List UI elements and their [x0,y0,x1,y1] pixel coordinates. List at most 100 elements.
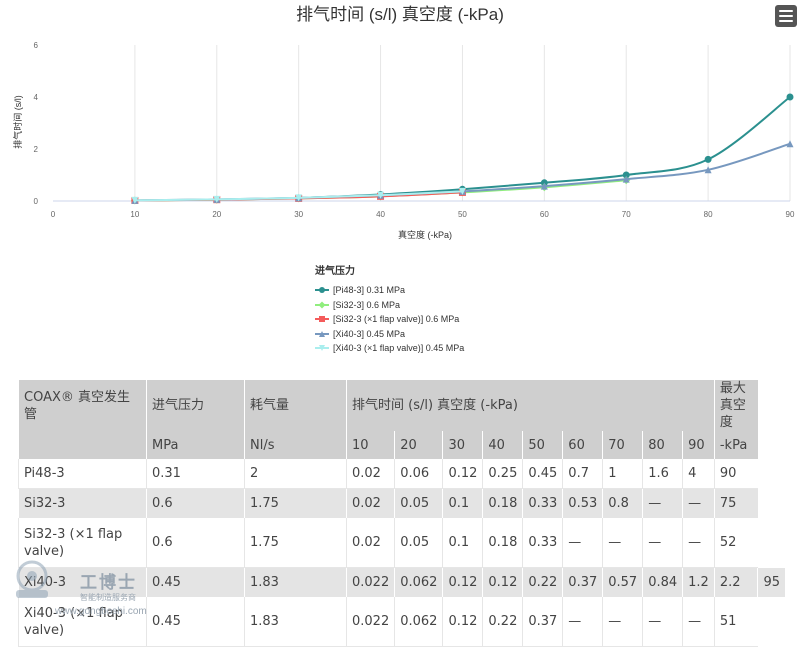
table-cell: 0.12 [482,567,523,597]
legend-item-0[interactable]: [Pi48-3] 0.31 MPa [315,283,464,298]
menu-line-icon [779,20,793,22]
subheader-cell: 40 [482,431,523,459]
table-cell: 2.2 [713,567,758,597]
legend-label: [Si32-3] 0.6 MPa [333,299,401,310]
table-cell: — [682,518,715,568]
legend-marker [318,301,326,309]
table-cell: — [562,518,603,568]
watermark-url: www.gongboshi.com [55,606,147,617]
table-cell: — [682,597,715,647]
table-cell: 0.22 [482,597,523,647]
table-cell: 0.45 [522,459,563,489]
table-cell: 1.83 [244,597,347,647]
table-cell: 4 [682,459,715,489]
table-cell: 0.33 [522,518,563,568]
subheader-cell: 80 [642,431,683,459]
y-tick-label: 6 [34,41,39,50]
x-axis-label: 真空度 (-kPa) [398,229,452,240]
subheader-cell: 60 [562,431,603,459]
legend-label: [Xi40-3 (×1 flap valve)] 0.45 MPa [333,343,465,354]
subheader-cell: 30 [442,431,483,459]
table-cell: 0.57 [602,567,643,597]
series-4[interactable] [131,187,466,204]
table-cell: — [642,488,683,518]
legend-item-4[interactable]: [Xi40-3 (×1 flap valve)] 0.45 MPa [315,341,464,356]
header-cell: 排气时间 (s/l) 真空度 (-kPa) [346,380,715,431]
table-cell: Xi40-3 [18,567,147,597]
table-cell: 0.12 [442,597,483,647]
table-row: Si32-3 (×1 flap valve) 0.6 1.75 0.02 0.05 0.1… [18,518,786,568]
table-cell: 75 [713,488,758,518]
subheader-cell: Nl/s [244,431,347,459]
subheader-cell: MPa [146,431,245,459]
data-point [786,140,794,148]
table-cell: 1.83 [244,567,347,597]
data-point [540,182,548,190]
chart-menu-button[interactable] [775,5,797,27]
table-cell: Si32-3 [18,488,147,518]
table-header-row: COAX® 真空发生管 进气压力 耗气量 排气时间 (s/l) 真空度 (-kP… [18,380,786,431]
table-cell: 52 [713,518,758,568]
table-row: Si32-3 0.6 1.75 0.02 0.05 0.1 0.18 0.33 0.53 0.8—… [18,488,786,518]
table-cell: 0.02 [345,518,395,568]
table-cell: 0.02 [345,488,395,518]
menu-line-icon [779,10,793,12]
table-cell: 0.022 [345,567,395,597]
data-point [295,194,303,202]
legend-label: [Pi48-3] 0.31 MPa [333,285,406,296]
legend-marker [319,330,325,337]
table-cell: 0.45 [146,567,245,597]
legend-item-1[interactable]: [Si32-3] 0.6 MPa [315,298,464,313]
header-cell: COAX® 真空发生管 [18,380,147,431]
x-tick-label: 50 [458,210,467,219]
watermark-brand: 工博士 [80,573,137,592]
legend-item-2[interactable]: [Si32-3 (×1 flap valve)] 0.6 MPa [315,312,464,327]
table-cell: 0.33 [522,488,563,518]
table-row: Xi40-3 0.45 1.83 0.022 0.062 0.12 0.12 0.22 0.37… [18,567,785,597]
table-cell: 51 [713,597,758,647]
data-point [786,93,794,101]
table-cell: Si32-3 (×1 flap valve) [18,518,147,568]
table-cell: Pi48-3 [18,459,147,489]
legend-symbol [315,301,329,309]
data-point [704,166,712,174]
y-tick-label: 4 [34,93,39,102]
legend-title: 进气压力 [315,266,355,277]
table-cell: 0.22 [522,567,563,597]
table-cell: 1 [602,459,643,489]
table-cell: 0.05 [394,518,443,568]
subheader-cell: 90 [682,431,715,459]
data-point [622,175,630,183]
legend-label: [Xi40-3] 0.45 MPa [333,328,406,339]
table-cell: 0.18 [482,488,523,518]
table-cell: 0.7 [562,459,603,489]
legend-symbol [315,287,329,294]
table-subheader-row: MPa Nl/s 10 20 30 40 50 60 70 80 90 -kPa [18,431,786,459]
table-cell: 0.1 [442,518,483,568]
legend-marker [319,316,325,323]
table-cell: 0.1 [442,488,483,518]
data-point [377,191,385,199]
table-cell: — [642,518,683,568]
table-cell: 0.02 [345,459,395,489]
table-cell: 0.8 [602,488,643,518]
table-cell: — [682,488,715,518]
grid-lines [134,45,791,201]
table-cell: 0.37 [522,597,563,647]
legend-item-3[interactable]: [Xi40-3] 0.45 MPa [315,327,464,342]
table-cell: 0.12 [442,459,483,489]
subheader-cell: 20 [394,431,443,459]
table-cell: 1.6 [642,459,683,489]
table-cell: 0.05 [394,488,443,518]
legend-symbol [315,345,329,352]
table-cell: 0.18 [482,518,523,568]
x-tick-label: 10 [130,210,139,219]
series-layer [130,93,794,205]
x-tick-label: 90 [786,210,795,219]
table-cell: 0.31 [146,459,245,489]
watermark-logo [16,560,48,598]
legend-marker [319,287,325,294]
table-cell: 0.062 [394,567,443,597]
table-cell: 2 [244,459,347,489]
header-cell: 耗气量 [244,380,347,431]
